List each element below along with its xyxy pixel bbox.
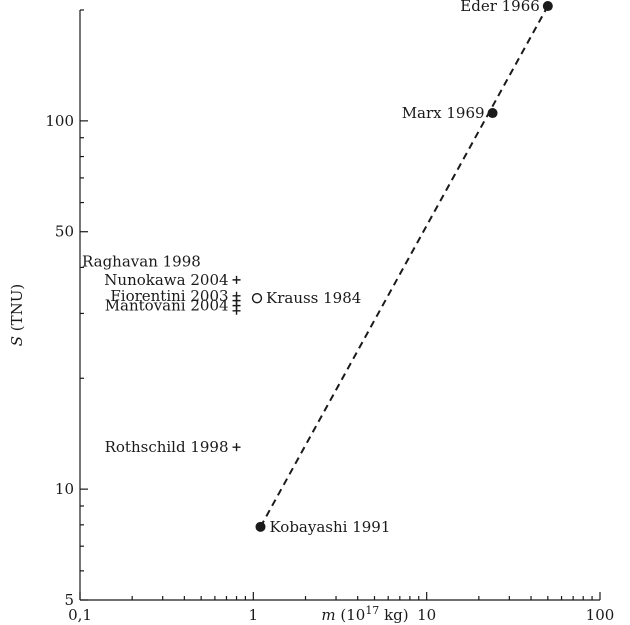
point-label: Mantovani 2004 — [105, 297, 229, 315]
y-tick-label: 10 — [55, 480, 74, 498]
x-axis-label-end: kg) — [379, 606, 408, 624]
data-point — [251, 292, 263, 304]
fit-line — [259, 5, 549, 528]
data-point — [232, 296, 241, 305]
point-label: Eder 1966 — [460, 0, 540, 15]
point-label: Krauss 1984 — [266, 289, 361, 307]
x-axis-label: m (1017 kg) — [321, 604, 408, 624]
data-point — [542, 1, 553, 12]
data-point — [232, 306, 241, 315]
y-tick-label: 100 — [45, 112, 74, 130]
x-axis-label-unit: (10 — [336, 606, 366, 624]
data-point — [232, 443, 241, 452]
x-tick-label: 1 — [249, 606, 259, 624]
data-points — [232, 1, 553, 532]
x-axis-label-exp: 17 — [365, 604, 379, 617]
point-label: Rothschild 1998 — [105, 438, 229, 456]
axes: 0,1 1 10 100 5 10 50 100 — [45, 9, 615, 624]
y-tick-label: 50 — [55, 223, 74, 241]
fit-line-group — [259, 5, 549, 528]
point-label: Kobayashi 1991 — [270, 518, 391, 536]
y-tick-label: 5 — [64, 591, 74, 609]
x-axis-label-var: m — [321, 606, 335, 624]
point-label: Marx 1969 — [402, 104, 485, 122]
x-tick-label: 100 — [586, 606, 615, 624]
data-point — [255, 521, 266, 532]
x-tick-label: 10 — [417, 606, 436, 624]
y-axis-label: S (TNU) — [8, 284, 26, 347]
point-label: Raghavan 1998 — [82, 253, 201, 271]
y-axis-label-unit: (TNU) — [8, 284, 26, 336]
point-label: Fiorentini 2003 — [110, 287, 228, 305]
point-labels: Eder 1966 Marx 1969 Kobayashi 1991 Krauss 1… — [82, 0, 540, 536]
data-point — [487, 108, 498, 119]
point-label: Nunokawa 2004 — [104, 271, 228, 289]
data-point — [232, 275, 241, 284]
x-tick-label: 0,1 — [68, 606, 92, 624]
y-axis-label-var: S — [8, 336, 26, 346]
